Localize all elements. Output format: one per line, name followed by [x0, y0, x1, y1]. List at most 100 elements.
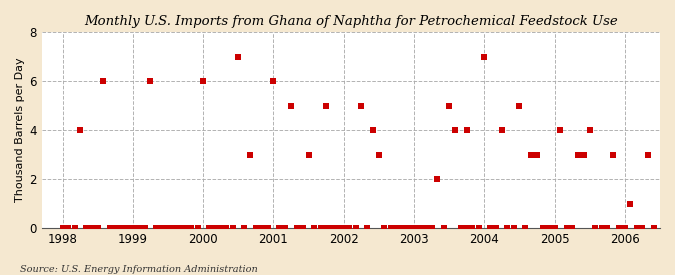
Point [57, 226, 68, 231]
Point [520, 226, 531, 231]
Point [227, 226, 238, 231]
Point [362, 226, 373, 231]
Point [215, 226, 226, 231]
Point [303, 153, 314, 157]
Point [631, 226, 642, 231]
Point [180, 226, 191, 231]
Point [467, 226, 478, 231]
Point [356, 103, 367, 108]
Y-axis label: Thousand Barrels per Day: Thousand Barrels per Day [15, 58, 25, 202]
Point [491, 226, 502, 231]
Point [572, 153, 583, 157]
Point [350, 226, 361, 231]
Point [327, 226, 338, 231]
Point [473, 226, 484, 231]
Point [397, 226, 408, 231]
Point [426, 226, 437, 231]
Point [263, 226, 273, 231]
Point [456, 226, 466, 231]
Point [115, 226, 126, 231]
Point [561, 226, 572, 231]
Point [585, 128, 595, 132]
Point [298, 226, 308, 231]
Point [198, 79, 209, 83]
Point [526, 153, 537, 157]
Point [649, 226, 659, 231]
Point [168, 226, 179, 231]
Point [485, 226, 495, 231]
Point [379, 226, 390, 231]
Point [175, 226, 186, 231]
Point [75, 128, 86, 132]
Point [186, 226, 196, 231]
Point [321, 103, 331, 108]
Point [69, 226, 80, 231]
Point [315, 226, 326, 231]
Point [508, 226, 519, 231]
Point [414, 226, 425, 231]
Point [450, 128, 460, 132]
Point [92, 226, 103, 231]
Point [80, 226, 91, 231]
Point [321, 226, 331, 231]
Point [567, 226, 578, 231]
Point [273, 226, 284, 231]
Point [245, 153, 256, 157]
Point [625, 202, 636, 206]
Point [192, 226, 203, 231]
Point [268, 79, 279, 83]
Point [291, 226, 302, 231]
Point [98, 79, 109, 83]
Point [63, 226, 74, 231]
Point [344, 226, 355, 231]
Point [461, 226, 472, 231]
Point [421, 226, 431, 231]
Title: Monthly U.S. Imports from Ghana of Naphtha for Petrochemical Feedstock Use: Monthly U.S. Imports from Ghana of Napht… [84, 15, 618, 28]
Point [408, 226, 419, 231]
Point [157, 226, 168, 231]
Point [596, 226, 607, 231]
Point [502, 226, 513, 231]
Point [368, 128, 379, 132]
Point [537, 226, 548, 231]
Point [286, 103, 296, 108]
Point [309, 226, 320, 231]
Point [602, 226, 613, 231]
Point [210, 226, 221, 231]
Point [443, 103, 454, 108]
Point [555, 128, 566, 132]
Point [128, 226, 138, 231]
Point [233, 54, 244, 59]
Text: Source: U.S. Energy Information Administration: Source: U.S. Energy Information Administ… [20, 265, 258, 274]
Point [643, 153, 653, 157]
Point [122, 226, 133, 231]
Point [543, 226, 554, 231]
Point [403, 226, 414, 231]
Point [385, 226, 396, 231]
Point [203, 226, 214, 231]
Point [280, 226, 291, 231]
Point [391, 226, 402, 231]
Point [514, 103, 525, 108]
Point [532, 153, 543, 157]
Point [432, 177, 443, 182]
Point [163, 226, 173, 231]
Point [590, 226, 601, 231]
Point [338, 226, 349, 231]
Point [250, 226, 261, 231]
Point [373, 153, 384, 157]
Point [151, 226, 161, 231]
Point [549, 226, 560, 231]
Point [637, 226, 648, 231]
Point [86, 226, 97, 231]
Point [110, 226, 121, 231]
Point [578, 153, 589, 157]
Point [608, 153, 618, 157]
Point [145, 79, 156, 83]
Point [256, 226, 267, 231]
Point [620, 226, 630, 231]
Point [333, 226, 344, 231]
Point [479, 54, 489, 59]
Point [614, 226, 624, 231]
Point [133, 226, 144, 231]
